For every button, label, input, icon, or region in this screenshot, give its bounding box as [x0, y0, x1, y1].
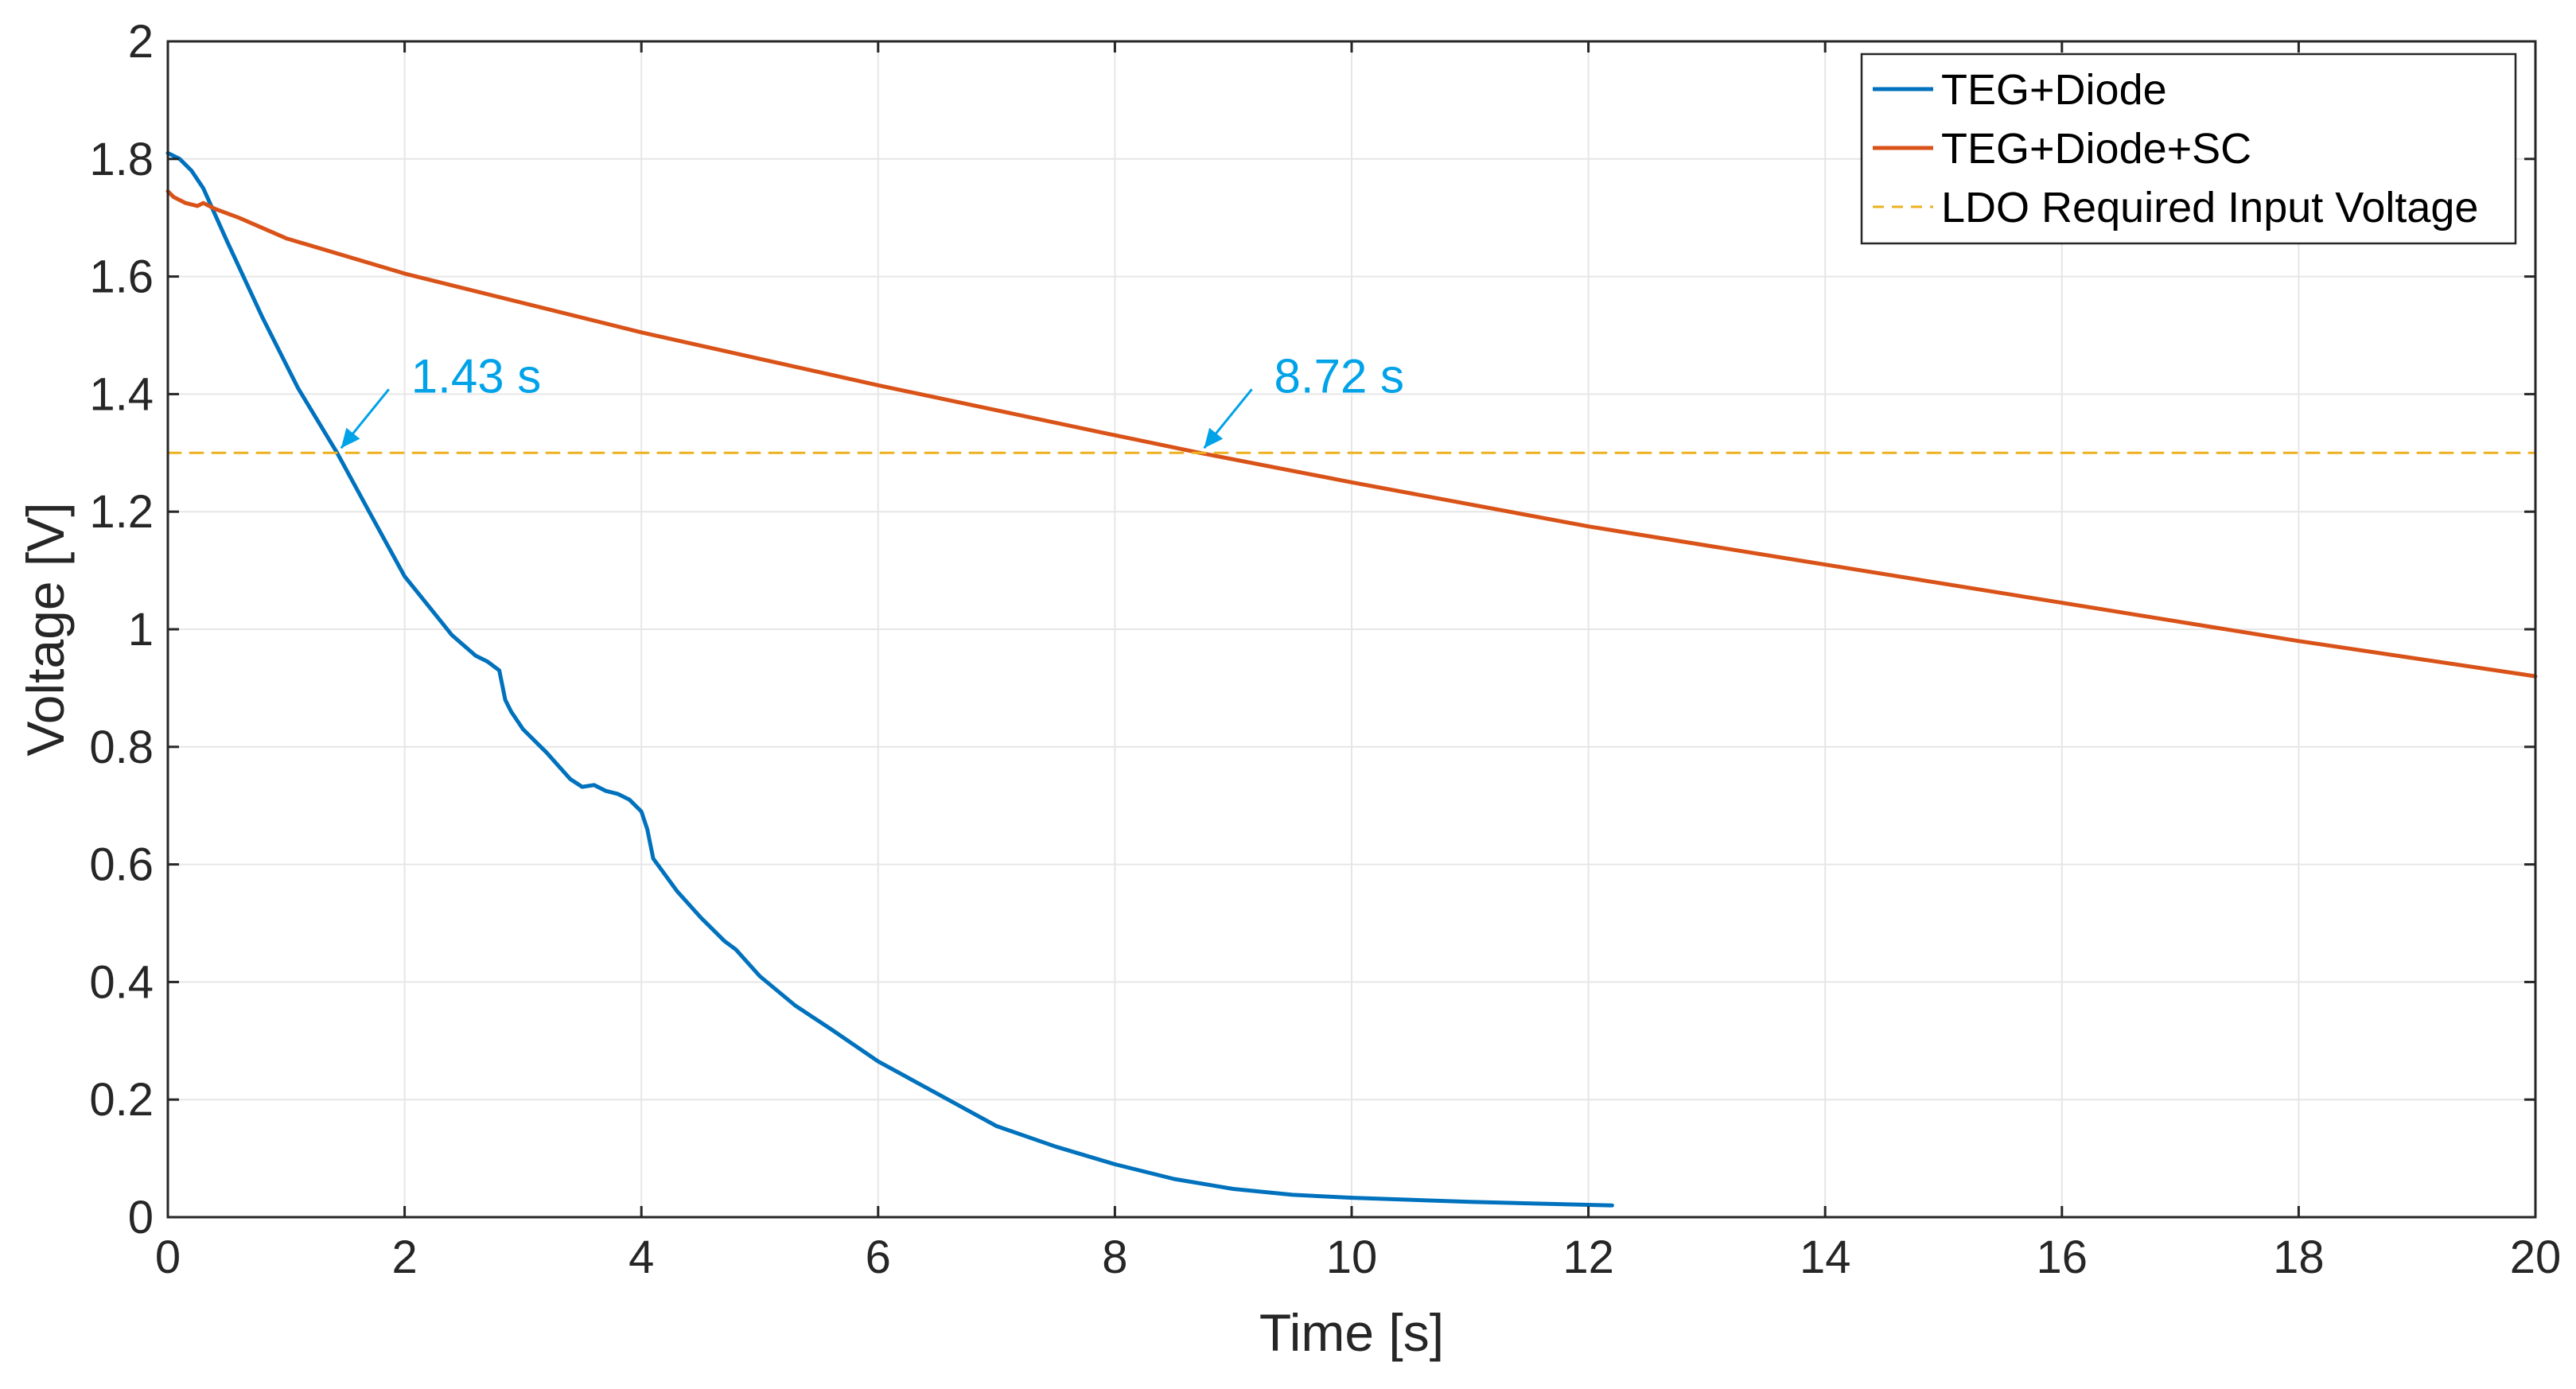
- x-tick-label: 16: [2037, 1231, 2088, 1283]
- x-axis-title: Time [s]: [1259, 1303, 1444, 1362]
- y-tick-label: 0: [128, 1192, 154, 1243]
- x-tick-label: 8: [1102, 1231, 1127, 1283]
- series-lines: [165, 150, 2538, 1208]
- y-tick-label: 0.4: [89, 956, 154, 1008]
- x-tick-label: 12: [1562, 1231, 1614, 1283]
- y-tick-label: 1: [128, 604, 154, 656]
- y-tick-label: 0.6: [89, 839, 154, 891]
- x-tick-label: 6: [866, 1231, 891, 1283]
- legend-box: [1860, 53, 2517, 245]
- legend: TEG+Diode TEG+Diode+SC LDO Required Input …: [1860, 53, 2517, 245]
- y-tick-label: 0.2: [89, 1074, 154, 1126]
- legend-label-teg-diode-sc: TEG+Diode+SC: [1941, 125, 2251, 173]
- x-tick-label: 14: [1800, 1231, 1851, 1283]
- x-tick-label: 0: [155, 1231, 181, 1283]
- y-tick-label: 0.8: [89, 722, 154, 773]
- y-tick-label: 1.8: [89, 134, 154, 185]
- annotation-arrowhead: [340, 427, 360, 449]
- y-tick-label: 1.2: [89, 486, 154, 538]
- x-tick-label: 4: [628, 1231, 654, 1283]
- series-line-teg-diode: [165, 150, 1614, 1208]
- annotations: 1.43 s 8.72 s: [340, 349, 1404, 449]
- y-tick-label: 2: [128, 16, 154, 68]
- y-tick-label: 1.6: [89, 251, 154, 303]
- annotation-arrowhead: [1204, 427, 1224, 449]
- series-line-teg-diode-sc: [165, 189, 2538, 679]
- axis-ticks: 0 2 4 6 8 10 12 14 16 18 20 0 0.2 0.4 0.6 0.8 1 1.2 1.4 1.6…: [89, 16, 2561, 1283]
- annotation-label: 8.72 s: [1274, 349, 1404, 403]
- annotation-label: 1.43 s: [411, 349, 541, 403]
- legend-label-teg-diode: TEG+Diode: [1941, 66, 2167, 114]
- y-axis-title: Voltage [V]: [16, 502, 75, 756]
- x-tick-label: 18: [2273, 1231, 2325, 1283]
- x-tick-label: 20: [2510, 1231, 2562, 1283]
- x-tick-label: 10: [1326, 1231, 1378, 1283]
- y-tick-label: 1.4: [89, 368, 154, 420]
- legend-label-ldo-required-input-voltage: LDO Required Input Voltage: [1941, 184, 2478, 231]
- x-tick-label: 2: [391, 1231, 417, 1283]
